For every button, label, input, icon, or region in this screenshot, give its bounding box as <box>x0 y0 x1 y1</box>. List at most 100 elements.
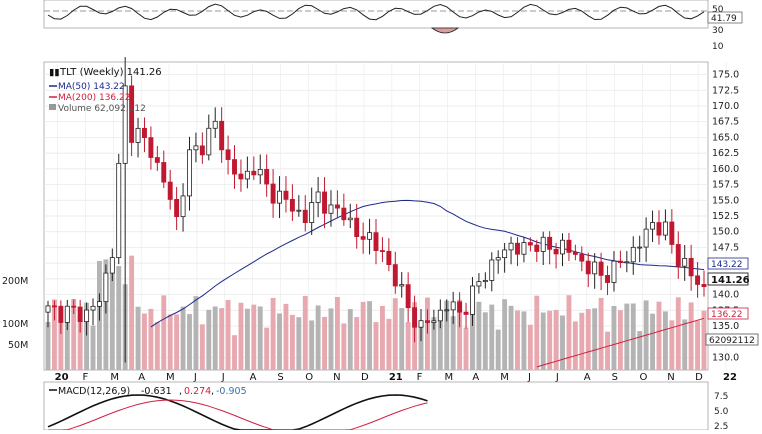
price-tick-label: 170.0 <box>712 101 739 112</box>
volume-bar <box>283 303 289 370</box>
candle-body <box>508 242 514 251</box>
candle-body <box>328 204 334 214</box>
candle-body <box>232 159 237 175</box>
candle-body <box>650 222 656 230</box>
time-label: A <box>584 372 591 383</box>
candle-body <box>470 285 475 315</box>
volume-bar <box>187 314 192 370</box>
candle-body <box>174 199 180 218</box>
time-label: 22 <box>723 372 737 383</box>
volume-bar <box>225 300 231 370</box>
volume-bar <box>58 320 64 370</box>
volume-bar <box>592 308 598 370</box>
candle-body <box>187 149 192 197</box>
candle-body <box>360 236 366 240</box>
time-label: F <box>82 372 88 383</box>
volume-bar <box>174 314 180 370</box>
time-label: 21 <box>389 372 403 383</box>
time-label: J <box>527 372 531 383</box>
volume-bar <box>64 310 70 370</box>
volume-bar <box>482 312 488 370</box>
candle-body <box>482 280 488 283</box>
volume-bar <box>437 314 443 370</box>
volume-bar <box>386 318 392 370</box>
rsi-label-30: 30 <box>712 26 724 36</box>
candle-body <box>64 305 70 323</box>
rsi-value: 41.79 <box>711 14 737 24</box>
volume-bar <box>405 321 411 370</box>
candle-body <box>682 258 688 267</box>
ma50-line <box>150 199 705 328</box>
volume-bar <box>540 312 546 370</box>
candle-body <box>605 274 610 283</box>
volume-bar <box>418 322 424 370</box>
volume-bar <box>611 305 617 370</box>
volume-label-100m: 100M <box>2 319 28 330</box>
volume-bar <box>309 320 315 370</box>
candle-body <box>534 244 540 252</box>
candle-body <box>379 250 385 252</box>
volume-bar <box>148 308 154 370</box>
volume-bar <box>560 315 565 370</box>
candle-body <box>71 305 77 308</box>
candle-body <box>392 264 398 287</box>
macd-sep-1: , <box>179 386 182 397</box>
candle-body <box>611 260 617 283</box>
volume-bar <box>51 299 57 370</box>
rsi-line <box>47 3 705 21</box>
candle-body <box>334 204 340 209</box>
candle-body <box>270 183 276 204</box>
rsi-value-tag <box>707 11 743 24</box>
candle-body <box>431 320 437 323</box>
candle-body <box>167 181 173 200</box>
candle-body <box>219 120 225 151</box>
candle-body <box>637 246 643 249</box>
candle-body <box>238 173 244 180</box>
candle-body <box>116 162 122 259</box>
candle-body <box>521 242 527 255</box>
volume-bar <box>650 313 655 370</box>
candle-body <box>96 301 102 307</box>
candle-body <box>418 320 424 328</box>
volume-bar <box>521 311 527 370</box>
volume-tag <box>705 333 759 346</box>
volume-bar <box>457 299 463 370</box>
candle-body <box>244 170 250 180</box>
candle-body <box>135 127 141 143</box>
candle-body <box>540 236 546 252</box>
candle-body <box>257 169 263 176</box>
volume-bar <box>232 335 237 370</box>
time-label: M <box>166 372 175 383</box>
time-label: O <box>305 372 313 383</box>
candle-body <box>309 202 315 223</box>
time-label: N <box>333 372 340 383</box>
macd-label-2-5: 2.5 <box>714 422 728 430</box>
price-tick-label: 157.5 <box>712 180 739 191</box>
ma200-tag <box>707 307 749 320</box>
candle-body <box>142 127 147 139</box>
candle-body <box>476 281 482 287</box>
volume-bar <box>302 295 308 370</box>
price-tick-label: 167.5 <box>712 117 739 128</box>
volume-bar <box>77 317 83 370</box>
candle-body <box>399 284 405 287</box>
candle-body <box>199 145 205 156</box>
candle-body <box>437 309 443 322</box>
time-label: M <box>110 372 119 383</box>
time-label: S <box>612 372 618 383</box>
volume-bar <box>392 298 398 370</box>
volume-bar <box>334 296 340 370</box>
candle-body <box>90 305 96 311</box>
volume-bar <box>688 302 694 370</box>
volume-bar <box>373 322 379 370</box>
legend-ma50: MA(50) 143.22 <box>58 82 125 92</box>
volume-bar <box>399 308 405 370</box>
rsi-label-50: 50 <box>712 5 724 15</box>
candle-body <box>688 258 694 277</box>
candlesticks <box>45 57 707 363</box>
candle-body <box>322 191 328 214</box>
volume-bar <box>244 308 250 370</box>
candle-body <box>180 195 186 218</box>
volume-bar <box>617 310 623 370</box>
volume-bar <box>662 311 668 370</box>
